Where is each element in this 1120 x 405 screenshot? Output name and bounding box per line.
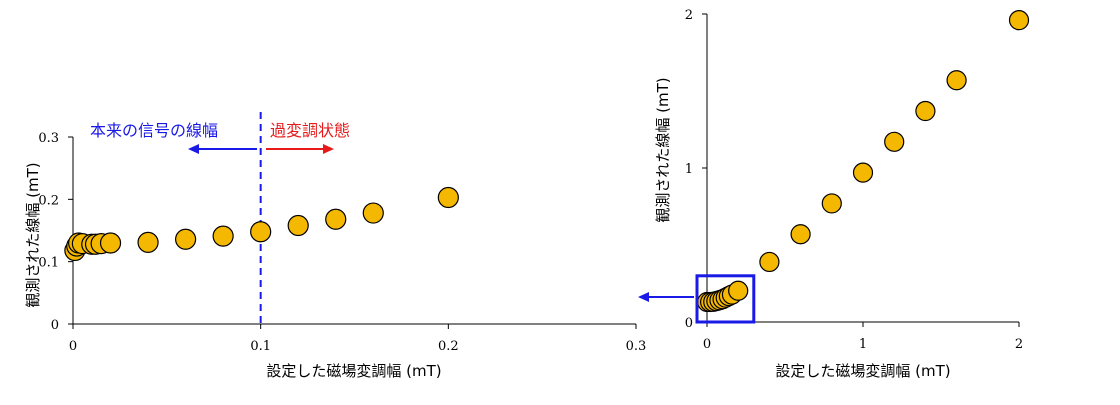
left-data-points xyxy=(64,186,459,262)
data-point xyxy=(212,225,234,247)
data-point xyxy=(915,100,936,122)
y-tick-label: 0.2 xyxy=(38,193,59,208)
right-y-axis-label: 観測された線幅 (mT) xyxy=(654,77,672,222)
x-tick-label: 0.1 xyxy=(250,339,271,354)
data-point xyxy=(728,280,749,301)
x-tick-label: 0.2 xyxy=(438,339,459,354)
data-point xyxy=(1008,10,1030,31)
left-ticks: 0 0.1 0.2 0.3 0 0.1 0.2 0.3 xyxy=(38,131,646,354)
y-tick-label: 0 xyxy=(51,318,59,333)
y-tick-label: 0.1 xyxy=(38,256,59,271)
left-x-axis-label: 設定した磁場変調幅 (mT) xyxy=(266,362,441,380)
data-point xyxy=(175,228,197,250)
left-annotation-text: 本来の信号の線幅 xyxy=(90,121,218,140)
x-tick-label: 1 xyxy=(859,337,867,352)
data-point xyxy=(852,162,874,183)
y-tick-label: 0.3 xyxy=(38,131,59,146)
data-point xyxy=(759,251,780,273)
data-point xyxy=(362,202,384,224)
zoom-region-box xyxy=(695,274,756,324)
right-data-points xyxy=(697,10,1030,313)
right-annotation-text: 過変調状態 xyxy=(270,121,350,140)
data-point xyxy=(137,231,159,253)
left-arrow xyxy=(188,144,257,154)
data-point xyxy=(325,208,347,230)
data-point xyxy=(250,221,272,243)
data-point xyxy=(884,131,905,152)
data-point xyxy=(437,186,459,209)
data-point xyxy=(790,224,811,245)
right-arrow xyxy=(266,144,334,154)
data-point xyxy=(821,193,842,214)
left-chart: 0 0.1 0.2 0.3 0 0.1 0.2 0.3 本来の信号の線幅 過変調状態 設定した… xyxy=(24,112,646,380)
zoom-arrow xyxy=(638,292,694,302)
right-x-axis-label: 設定した磁場変調幅 (mT) xyxy=(775,362,950,380)
y-tick-label: 1 xyxy=(685,162,693,177)
y-tick-label: 0 xyxy=(685,316,693,331)
y-tick-label: 2 xyxy=(685,8,693,23)
data-point xyxy=(287,214,309,237)
x-tick-label: 0 xyxy=(703,337,711,352)
x-tick-label: 0 xyxy=(69,339,77,354)
x-tick-label: 0.3 xyxy=(626,339,647,354)
x-tick-label: 2 xyxy=(1015,337,1023,352)
left-y-axis-label: 観測された線幅 (mT) xyxy=(24,162,42,307)
data-point xyxy=(946,70,967,91)
right-chart: 0 1 2 0 1 2 設定した磁場変調幅 (mT) 観測された線幅 (mT) xyxy=(638,8,1030,380)
data-point xyxy=(99,232,122,254)
